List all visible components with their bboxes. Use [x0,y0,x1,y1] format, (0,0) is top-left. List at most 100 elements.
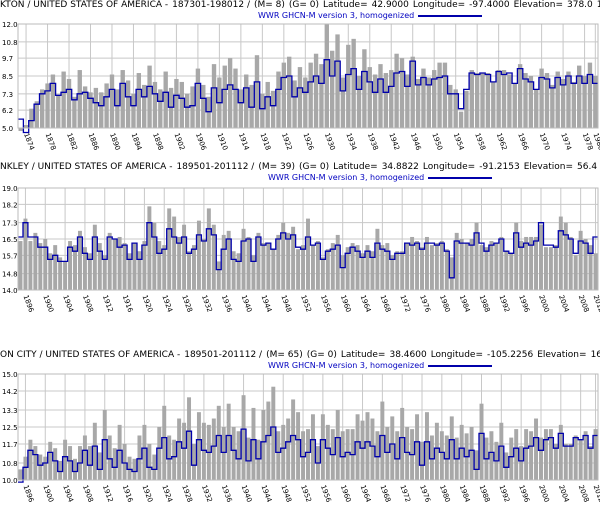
y-tick-label: 14.8 [2,271,18,279]
bar [211,224,216,290]
bar [325,424,330,480]
bar [563,222,568,290]
bar [315,241,320,290]
elevation-value-2: 56.4 [577,162,598,172]
bar [325,249,330,290]
bar [107,232,112,290]
station-m-count-2: (M= 39) [258,162,295,172]
bar [301,431,306,480]
bar [132,458,137,480]
bar [390,416,395,480]
bar [43,239,48,290]
bar [539,437,543,480]
bar [261,410,266,480]
plot-frame [17,373,599,481]
bar [340,255,345,290]
x-tick-label: 1996 [517,484,531,504]
bar [187,397,192,480]
x-tick-label: 1940 [240,294,254,313]
bar [432,70,437,128]
bar [260,93,265,128]
bar [360,420,365,480]
bar [142,241,147,290]
x-tick-label: 1898 [151,132,165,151]
bar [543,247,548,290]
bar [485,73,491,128]
bar [459,239,464,290]
bar [553,245,558,290]
bar [449,416,454,480]
bar [28,439,33,480]
bar [365,245,370,290]
x-tick-label: 1942 [387,132,401,151]
bar [117,424,122,480]
bar [179,81,184,128]
x-tick-label: 1952 [299,484,313,503]
bar [558,216,563,290]
bar [152,81,158,128]
bar [172,439,177,480]
bar [434,422,439,480]
legend-label-3: WWR GHCN-M version 3, homogenized [268,361,425,370]
bar [216,405,221,480]
bar [270,90,276,128]
bar [496,70,501,128]
station-period-2: 189501-201112 / [176,162,255,172]
y-tick-label: 12.5 [2,424,18,432]
bar [548,429,553,480]
bar [499,422,504,480]
bar [286,418,291,480]
bar [236,431,241,480]
bar [266,243,271,290]
bar [18,241,23,290]
x-tick-label: 2008 [577,484,591,503]
chart-panel-2: NKLEY / UNITED STATES OF AMERICA -189501… [0,162,600,346]
x-tick-label: 1984 [458,484,472,504]
bar [168,87,174,128]
bar [115,89,120,128]
bar [174,78,179,128]
x-tick-label: 1976 [418,294,432,314]
legend-label-1: WWR GHCN-M version 3, homogenized [258,11,415,20]
bar [420,441,424,480]
bar [390,255,395,290]
bar [437,62,442,128]
bar [523,73,528,128]
bar [469,427,474,480]
bar [61,71,66,128]
bar [464,90,469,128]
bar [474,450,479,480]
y-tick-label: 15.7 [2,252,18,260]
bar [88,92,93,128]
legend-line-1 [418,14,483,17]
bar [524,429,529,480]
bar [415,414,420,480]
bar [367,67,372,128]
bar [241,228,246,290]
bar [568,236,573,290]
x-tick-label: 1956 [319,484,333,504]
bar [380,245,385,290]
bar [211,64,217,128]
x-tick-label: 1882 [65,132,79,151]
bar [563,443,568,480]
bar [192,245,196,290]
bar [375,228,380,290]
x-tick-label: 1992 [497,484,511,503]
bar [509,253,514,290]
x-tick-label: 1956 [319,294,333,314]
bar [400,407,405,480]
station-name-1: KTON / UNITED STATES OF AMERICA - [0,0,169,10]
station-g-count-3: (G= 0) [306,350,337,360]
bar [63,439,68,480]
x-tick-label: 1924 [160,294,174,314]
bar [158,89,163,128]
x-tick-label: 1936 [220,294,234,314]
bar [335,410,340,480]
x-tick-label: 1896 [22,484,36,504]
bar [281,62,287,128]
bar [385,243,390,290]
bar [504,452,509,480]
bar [281,222,286,290]
station-period-1: 187301-198012 / [172,0,250,10]
